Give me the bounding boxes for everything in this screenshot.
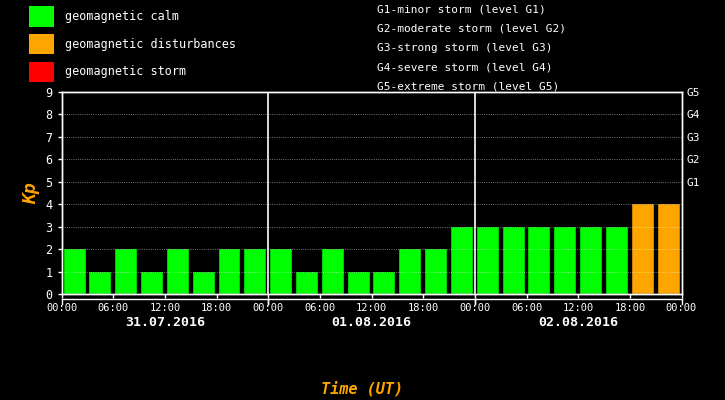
Bar — [296, 272, 318, 294]
Bar — [167, 249, 188, 294]
Text: G4-severe storm (level G4): G4-severe storm (level G4) — [377, 62, 552, 72]
Bar — [606, 227, 628, 294]
Bar — [373, 272, 395, 294]
Bar — [141, 272, 163, 294]
Bar — [502, 227, 525, 294]
Bar — [29, 62, 54, 82]
Text: 31.07.2016: 31.07.2016 — [125, 316, 205, 328]
Text: G2-moderate storm (level G2): G2-moderate storm (level G2) — [377, 24, 566, 34]
Bar — [399, 249, 421, 294]
Text: G5-extreme storm (level G5): G5-extreme storm (level G5) — [377, 82, 559, 92]
Text: geomagnetic calm: geomagnetic calm — [65, 10, 179, 23]
Bar — [29, 34, 54, 54]
Text: geomagnetic storm: geomagnetic storm — [65, 65, 186, 78]
Bar — [425, 249, 447, 294]
Bar — [270, 249, 292, 294]
Bar — [322, 249, 344, 294]
Bar — [64, 249, 86, 294]
Bar — [218, 249, 241, 294]
Bar — [555, 227, 576, 294]
Y-axis label: Kp: Kp — [22, 182, 40, 204]
Bar — [89, 272, 112, 294]
Bar — [477, 227, 499, 294]
Bar — [29, 6, 54, 27]
Bar — [451, 227, 473, 294]
Bar — [115, 249, 137, 294]
Text: Time (UT): Time (UT) — [321, 380, 404, 396]
Text: 02.08.2016: 02.08.2016 — [538, 316, 618, 328]
Bar — [529, 227, 550, 294]
Text: G3-strong storm (level G3): G3-strong storm (level G3) — [377, 43, 552, 53]
Bar — [193, 272, 215, 294]
Bar — [580, 227, 602, 294]
Bar — [348, 272, 370, 294]
Bar — [631, 204, 654, 294]
Bar — [244, 249, 266, 294]
Bar — [658, 204, 679, 294]
Text: 01.08.2016: 01.08.2016 — [331, 316, 412, 328]
Text: G1-minor storm (level G1): G1-minor storm (level G1) — [377, 4, 546, 14]
Text: geomagnetic disturbances: geomagnetic disturbances — [65, 38, 236, 51]
